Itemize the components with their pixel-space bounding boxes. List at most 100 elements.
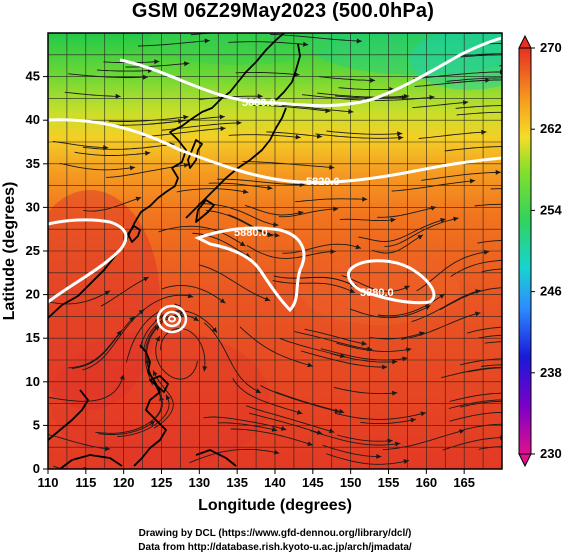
- contour-label: 5820.0: [306, 176, 340, 188]
- streamline: [230, 428, 313, 446]
- streamline-arrowhead: [135, 196, 142, 202]
- streamline: [117, 394, 170, 437]
- streamline: [217, 422, 278, 431]
- streamline: [71, 316, 135, 369]
- streamline-arrowhead: [397, 131, 403, 137]
- streamline: [481, 268, 502, 273]
- colorbar-ticks: 270 262 254 246 238 230: [531, 40, 562, 461]
- streamline-arrowhead: [257, 93, 263, 99]
- x-tick-label: 115: [75, 475, 96, 490]
- streamline-arrowhead: [420, 411, 426, 417]
- streamline-arrowhead: [129, 165, 136, 171]
- streamline-arrowhead: [521, 30, 526, 35]
- streamline-arrowhead: [475, 289, 481, 294]
- streamline-arrowhead: [267, 185, 273, 191]
- streamline-arrowhead: [403, 93, 409, 99]
- x-tick-label: 130: [188, 475, 210, 490]
- map-title: GSM 06Z29May2023 (500.0hPa): [131, 0, 435, 22]
- streamline: [467, 367, 502, 373]
- streamline-arrowhead: [370, 77, 376, 83]
- y-tick-label: 40: [26, 112, 40, 127]
- streamline: [444, 146, 502, 152]
- streamline-arrowhead: [219, 298, 226, 304]
- y-tick-label: 10: [26, 374, 40, 389]
- streamline: [421, 171, 501, 181]
- streamline: [459, 358, 502, 366]
- streamline: [74, 151, 151, 156]
- streamline: [317, 92, 410, 98]
- streamline: [189, 448, 280, 464]
- streamline: [338, 87, 395, 91]
- streamline: [463, 423, 502, 431]
- colorbar-tick-label: 262: [540, 121, 562, 136]
- streamline: [246, 245, 336, 259]
- streamline-arrowhead: [474, 311, 481, 317]
- streamline: [300, 350, 388, 368]
- streamline: [481, 364, 502, 367]
- streamline-arrowhead: [298, 210, 304, 216]
- streamline: [100, 276, 150, 307]
- streamline: [372, 234, 424, 254]
- streamline: [448, 399, 502, 410]
- contour-label: 5880.0: [242, 97, 276, 109]
- streamline-arrowhead: [316, 133, 323, 139]
- streamline-arrowhead: [295, 134, 301, 140]
- streamline: [412, 101, 469, 109]
- streamline-arrowhead: [273, 222, 279, 228]
- streamline: [334, 412, 427, 420]
- streamline-arrowhead: [143, 277, 149, 282]
- streamline: [48, 374, 125, 402]
- streamline-arrowhead: [533, 334, 538, 339]
- streamline-arrowhead: [141, 472, 146, 477]
- streamline-arrowhead: [535, 394, 540, 399]
- streamline-arrowhead: [534, 52, 539, 57]
- streamline-arrowhead: [307, 441, 313, 446]
- streamline: [442, 437, 502, 451]
- streamline: [52, 140, 109, 149]
- streamline-arrowhead: [509, 77, 514, 82]
- streamline: [418, 131, 487, 139]
- streamline-arrowhead: [453, 216, 459, 222]
- streamline: [203, 322, 262, 394]
- streamline-arrowhead: [404, 285, 410, 291]
- streamline: [250, 104, 331, 112]
- streamline: [48, 290, 111, 305]
- streamline-arrowhead: [495, 169, 501, 175]
- streamline: [152, 370, 174, 429]
- streamline-arrowhead: [303, 41, 309, 47]
- streamline: [68, 73, 149, 78]
- streamline: [275, 391, 345, 413]
- streamline: [160, 327, 206, 372]
- streamline: [203, 416, 287, 431]
- colorbar-tick-label: 238: [540, 365, 562, 380]
- streamline-arrowhead: [532, 239, 537, 244]
- streamline: [141, 127, 226, 138]
- y-tick-label: 35: [26, 156, 40, 171]
- streamline: [82, 143, 175, 150]
- streamline-arrowhead: [390, 217, 396, 223]
- streamline-arrowhead: [325, 108, 331, 114]
- streamline-arrowhead: [469, 178, 476, 184]
- streamline-arrowhead: [481, 129, 487, 135]
- streamline: [192, 232, 251, 258]
- streamline-arrowhead: [274, 232, 280, 238]
- streamline: [446, 77, 502, 82]
- streamline: [310, 430, 401, 446]
- streamline: [455, 105, 502, 109]
- contour-labels: 5880.0 5820.0 5880.0 5880.0: [234, 97, 394, 299]
- streamline: [304, 328, 367, 345]
- streamline: [272, 279, 356, 294]
- streamline: [466, 326, 502, 334]
- colorbar-top-arrow: [518, 34, 532, 49]
- streamline: [239, 326, 313, 367]
- streamline: [456, 111, 502, 116]
- streamline-arrowhead: [239, 241, 246, 247]
- streamline: [82, 309, 145, 371]
- y-axis-ticks: 0 5 10 15 20 25 30 35 40 45: [26, 69, 48, 476]
- streamline-arrowhead: [154, 325, 160, 331]
- streamline-arrowhead: [316, 430, 323, 435]
- streamline: [270, 33, 362, 42]
- credit-drawing: Drawing by DCL (https://www.gfd-dennou.o…: [139, 528, 412, 539]
- streamline: [232, 378, 303, 415]
